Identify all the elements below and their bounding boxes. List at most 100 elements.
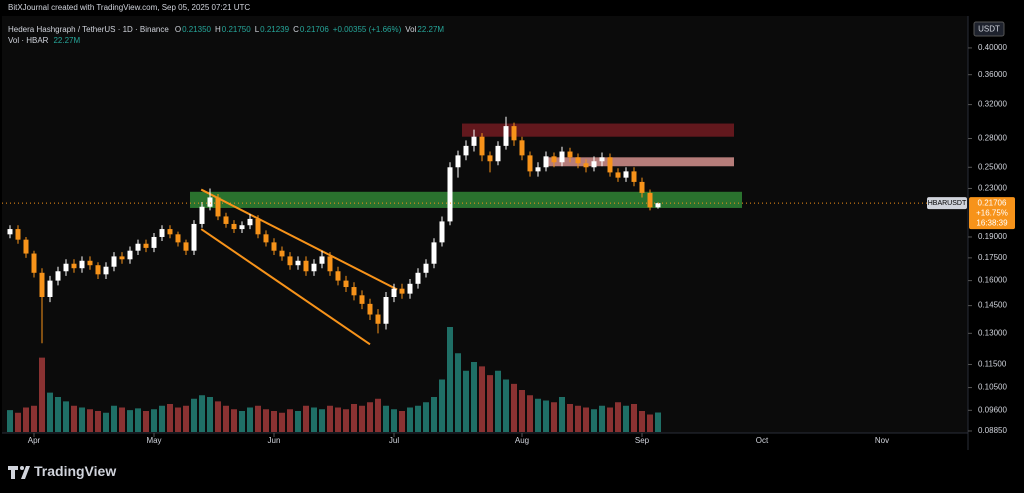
ticker-box — [927, 197, 967, 210]
volume-bar — [327, 405, 333, 432]
candle-body — [543, 156, 549, 168]
candle-body — [423, 263, 429, 273]
candle-body — [655, 203, 661, 208]
candle-body — [567, 151, 573, 158]
y-tick-label: 0.40000 — [978, 43, 1007, 52]
candle-body — [367, 303, 373, 315]
legend-text: Hedera Hashgraph / TetherUS · 1D · Binan… — [8, 25, 169, 34]
candle-body — [511, 126, 517, 141]
volume-bar — [103, 412, 109, 432]
brand: TradingView — [34, 463, 116, 479]
candle-body — [103, 266, 109, 275]
legend-text: 0.21239 — [260, 25, 289, 34]
volume-bar — [167, 404, 173, 432]
candle-body — [263, 234, 269, 243]
candle-body — [31, 253, 37, 273]
y-tick-label: 0.17500 — [978, 253, 1007, 262]
volume-bar — [543, 400, 549, 432]
volume-bar — [39, 357, 45, 432]
volume-bar — [383, 405, 389, 432]
volume-bar — [367, 402, 373, 432]
volume-bar — [607, 407, 613, 432]
candle-body — [599, 157, 605, 162]
volume-bar — [463, 370, 469, 432]
legend-text: Vol — [405, 25, 416, 34]
volume-bar — [303, 405, 309, 432]
volume-bar — [255, 405, 261, 432]
volume-bar — [615, 402, 621, 432]
y-tick-label: 0.19000 — [978, 232, 1007, 241]
y-tick-label: 0.32000 — [978, 100, 1007, 109]
brand-logo: TradingView — [8, 463, 116, 479]
candle-body — [343, 280, 349, 288]
candle-body — [535, 167, 541, 172]
candle-body — [55, 271, 61, 281]
last-price: 0.21706 — [978, 198, 1007, 207]
volume-bar — [551, 402, 557, 432]
trendline — [200, 188, 398, 291]
candle-body — [231, 223, 237, 230]
candle-body — [351, 287, 357, 296]
candle-body — [519, 140, 525, 156]
candle-body — [319, 256, 325, 264]
volume-bar — [391, 409, 397, 432]
volume-bar — [623, 405, 629, 432]
y-tick-label: 0.14500 — [978, 301, 1007, 310]
legend-text: H — [215, 25, 221, 34]
candle-body — [207, 197, 213, 207]
volume-bar — [407, 407, 413, 432]
volume-bar — [231, 409, 237, 432]
volume-bar — [223, 405, 229, 432]
candle-body — [79, 260, 85, 269]
currency-box — [973, 21, 1005, 37]
candle-body — [439, 221, 445, 243]
volume-bar — [319, 409, 325, 432]
volume-bar — [271, 411, 277, 432]
logo-mark — [8, 466, 30, 479]
volume-bar — [511, 383, 517, 432]
logo-dot — [20, 466, 24, 470]
y-tick-label: 0.10500 — [978, 383, 1007, 392]
volume-bar — [335, 407, 341, 432]
candle-body — [151, 236, 157, 248]
y-tick-label: 0.36000 — [978, 70, 1007, 79]
volume-bar — [191, 398, 197, 432]
candle-body — [23, 239, 29, 254]
legend-text: +0.00355 (+1.66%) — [333, 25, 402, 34]
candle-body — [39, 272, 45, 297]
candle-body — [63, 263, 69, 272]
volume-bar — [95, 411, 101, 432]
legend-text: C — [293, 25, 299, 34]
candle-body — [607, 157, 613, 173]
legend-text: L — [255, 25, 260, 34]
volume-bar — [279, 412, 285, 432]
price-box — [969, 197, 1015, 230]
x-tick-label: Aug — [515, 436, 529, 445]
volume-bar — [399, 411, 405, 432]
candle-body — [111, 256, 117, 267]
volume-bar — [247, 407, 253, 432]
y-tick-label: 0.23000 — [978, 184, 1007, 193]
volume-bar — [471, 362, 477, 432]
candle-body — [255, 218, 261, 235]
trendline — [200, 228, 371, 346]
volume-bar — [263, 409, 269, 432]
volume-bar — [159, 405, 165, 432]
candle-body — [559, 151, 565, 163]
x-tick-label: May — [146, 436, 161, 445]
candle-body — [303, 260, 309, 272]
volume-bar — [311, 407, 317, 432]
candle-body — [527, 155, 533, 172]
zone — [548, 157, 734, 167]
y-tick-label: 0.09600 — [978, 405, 1007, 414]
volume-bar — [503, 379, 509, 432]
volume-bar — [639, 411, 645, 432]
volume-bar — [655, 412, 661, 432]
plot-area — [2, 16, 968, 433]
candle-body — [215, 197, 221, 217]
volume-bar — [207, 397, 213, 432]
candle-body — [407, 283, 413, 294]
volume-legend: Vol · HBAR — [8, 36, 49, 45]
candle-body — [359, 295, 365, 304]
